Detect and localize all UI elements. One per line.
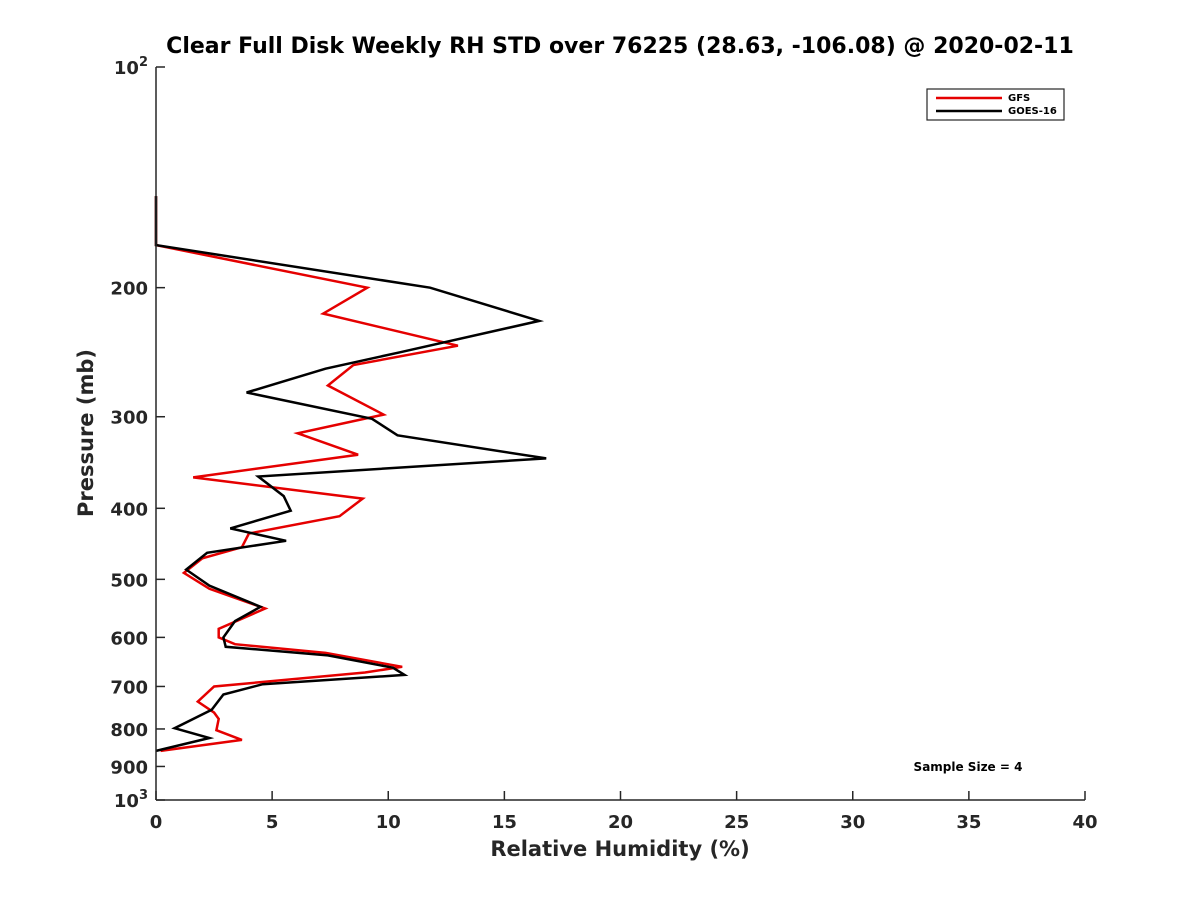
sample-size-annotation: Sample Size = 4 [914, 760, 1023, 774]
y-tick-label: 500 [110, 570, 148, 591]
legend: GFS GOES-16 [926, 88, 1065, 121]
y-tick-label: 102 [114, 55, 148, 79]
x-tick-label: 0 [150, 812, 163, 833]
y-tick-label: 800 [110, 720, 148, 741]
y-tick-label: 900 [110, 757, 148, 778]
series-line-goes16 [154, 196, 547, 753]
x-tick-label: 25 [724, 812, 749, 833]
x-tick-label: 15 [492, 812, 517, 833]
x-tick-label: 10 [376, 812, 401, 833]
y-tick-label: 600 [110, 628, 148, 649]
x-tick-label: 30 [840, 812, 865, 833]
chart-title: Clear Full Disk Weekly RH STD over 76225… [166, 34, 1074, 59]
x-tick-label: 40 [1072, 812, 1097, 833]
legend-label-gfs: GFS [1008, 93, 1030, 104]
series-layer [154, 196, 547, 753]
x-tick-label: 35 [956, 812, 981, 833]
legend-box [926, 88, 1065, 121]
axes-layer: 0 5 10 15 20 25 30 35 40 102 200 300 400 500 600 700 800… [110, 55, 1097, 833]
x-tick-label: 20 [608, 812, 633, 833]
y-tick-label: 400 [110, 499, 148, 520]
y-tick-label: 103 [114, 788, 148, 812]
y-tick-label: 200 [110, 279, 148, 300]
y-tick-label: 700 [110, 677, 148, 698]
legend-label-goes16: GOES-16 [1008, 106, 1057, 117]
y-axis-label: Pressure (mb) [74, 349, 98, 517]
x-tick-label: 5 [266, 812, 279, 833]
y-tick-label: 300 [110, 408, 148, 429]
x-axis-label: Relative Humidity (%) [490, 837, 749, 861]
